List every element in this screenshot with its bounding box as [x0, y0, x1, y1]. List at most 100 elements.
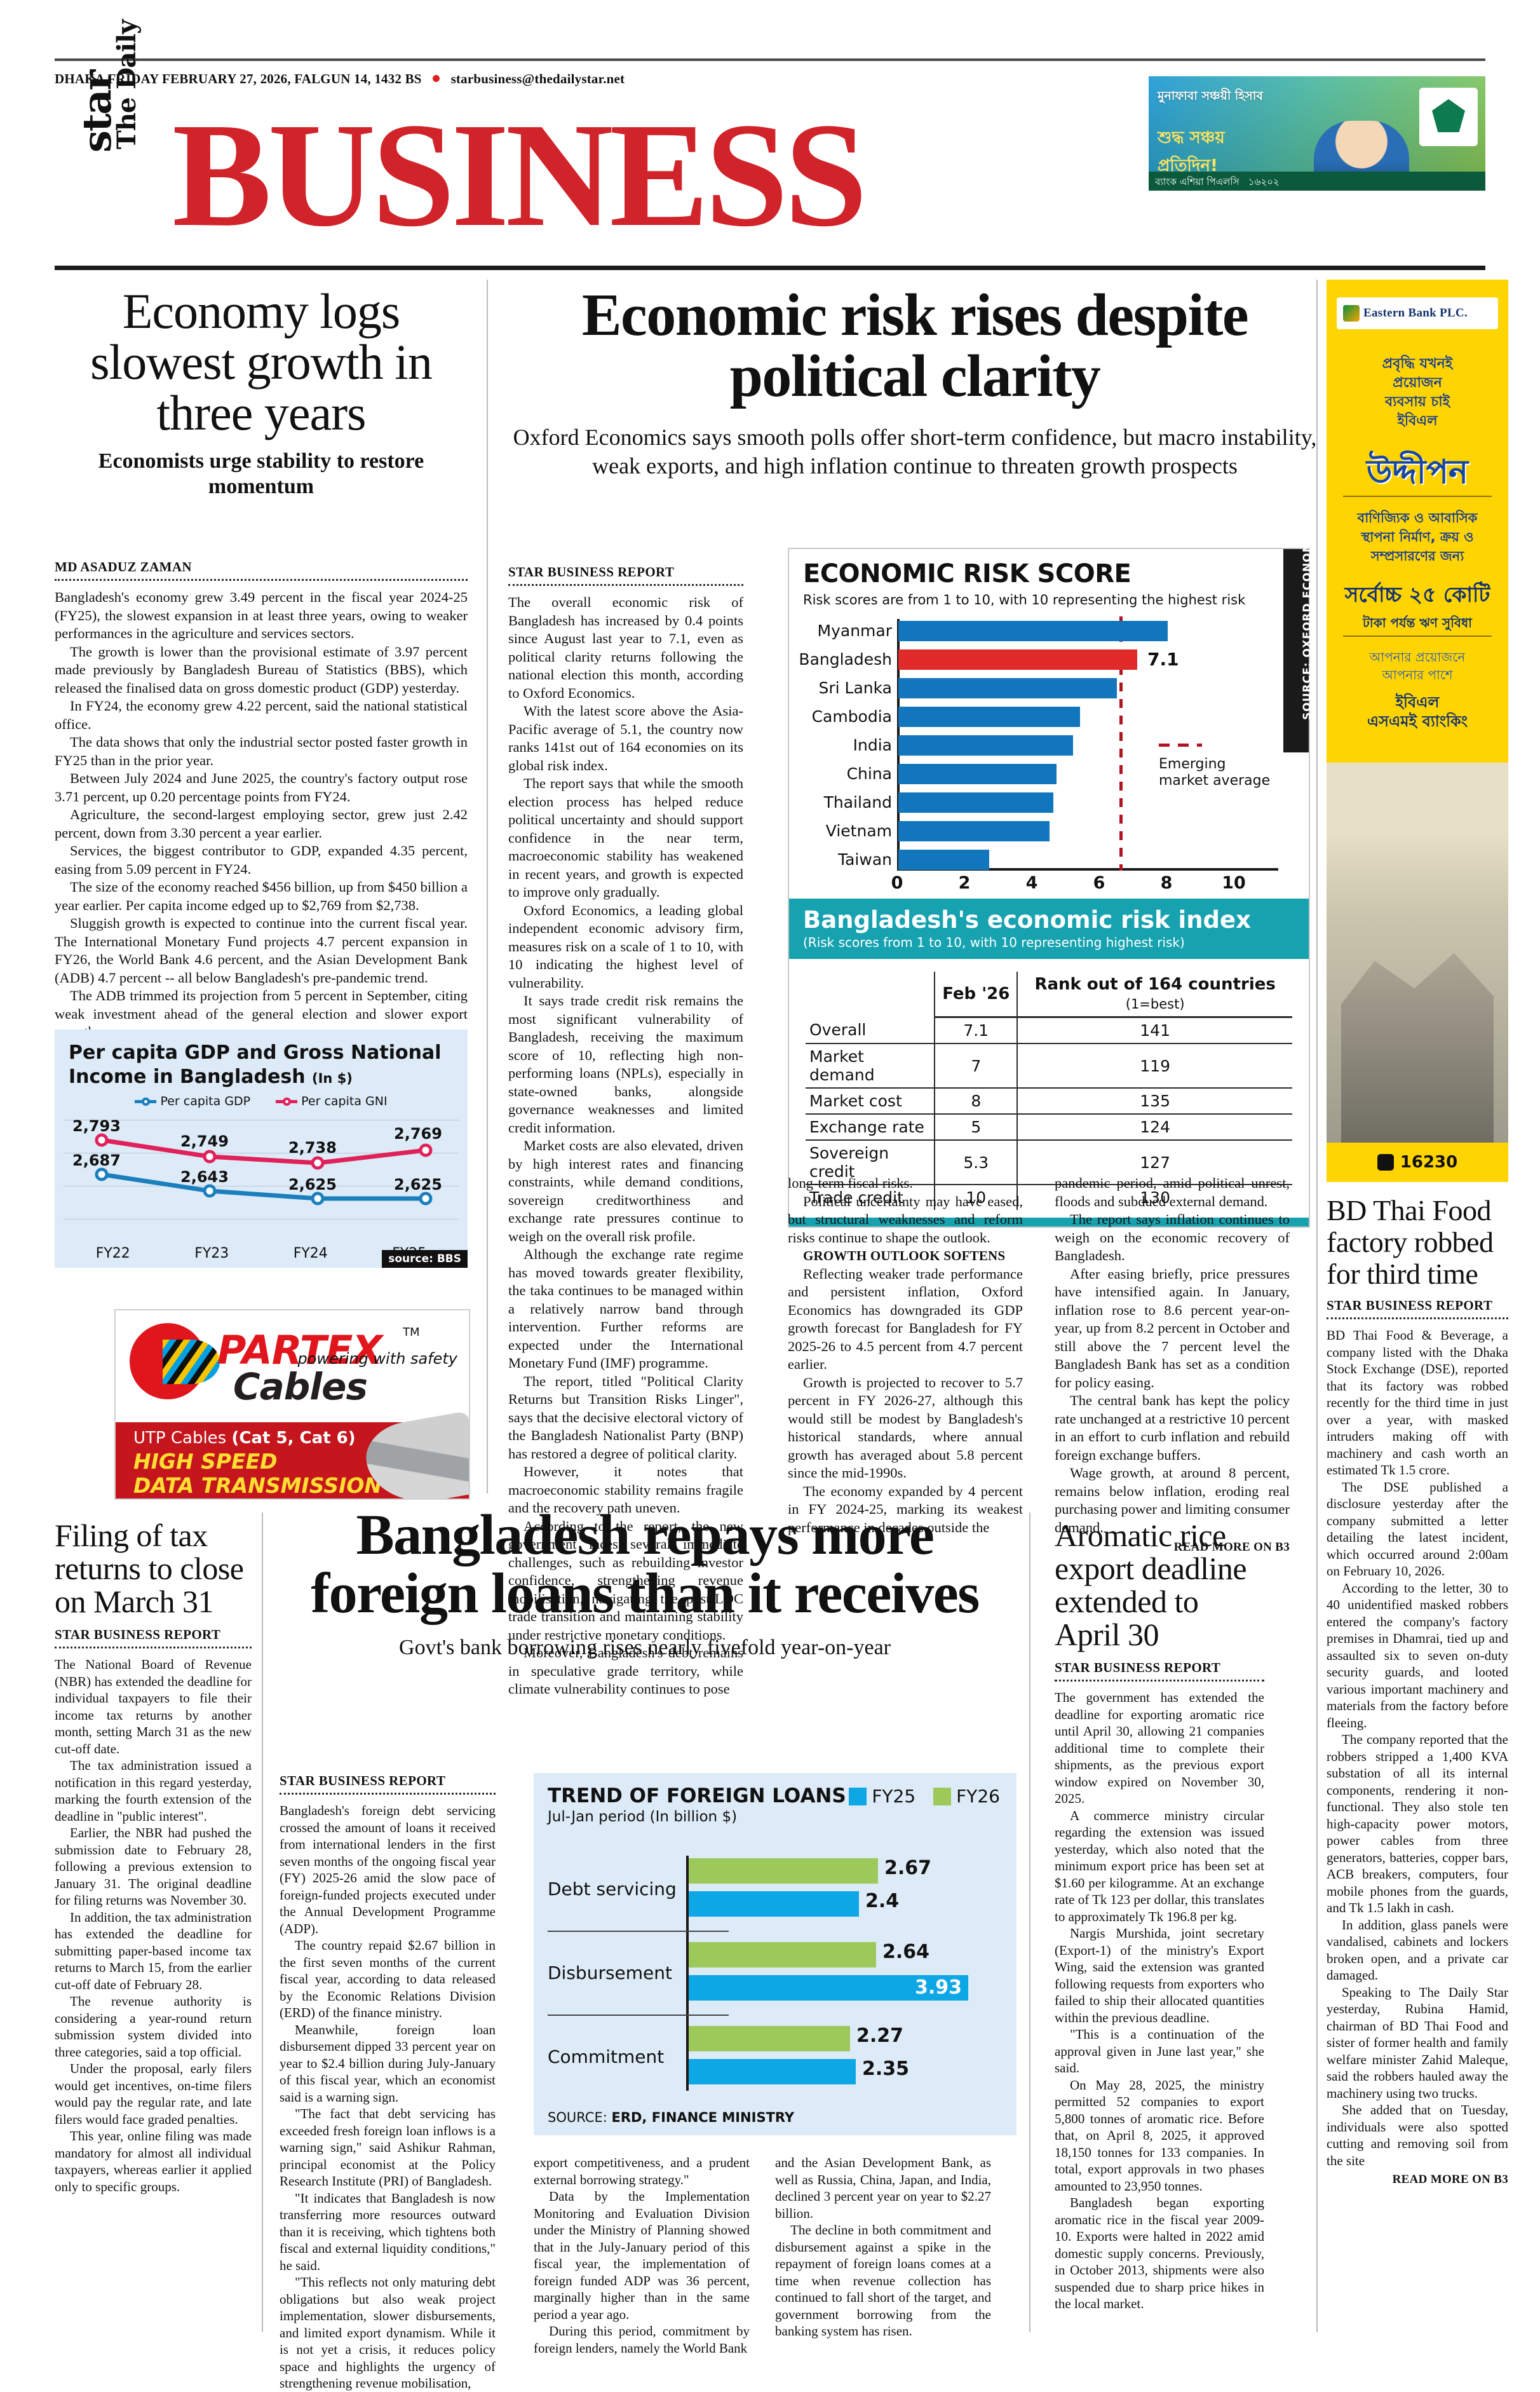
- bar-row: Bangladesh 7.1: [799, 648, 1221, 673]
- paragraph: Between July 2024 and June 2025, the cou…: [55, 770, 468, 805]
- masthead-business-word: BUSINESS: [172, 92, 867, 257]
- legend-line-icon: [276, 1097, 298, 1106]
- partex-product-line: UTP Cables (Cat 5, Cat 6): [133, 1429, 469, 1448]
- masthead-rule: [55, 266, 1485, 270]
- column-rule-bottom-2: [1029, 1512, 1030, 2332]
- row-score: 7.1: [934, 1017, 1018, 1044]
- chart-legend: FY25 FY26: [849, 1786, 1000, 1807]
- economic-risk-col-3: pandemic period, amid political unrest, …: [1055, 1174, 1290, 1554]
- table-title: Bangladesh's economic risk index: [803, 906, 1251, 934]
- data-label-gdp-fy25: 2,625: [394, 1176, 442, 1193]
- bar-label: Sri Lanka: [818, 679, 893, 697]
- headline-economy-logs: Economy logs slowest growth in three yea…: [90, 283, 433, 440]
- bar-highlight: [898, 649, 1137, 670]
- risk-index-table-header: Bangladesh's economic risk index (Risk s…: [789, 899, 1309, 959]
- x-tick-label: FY24: [293, 1246, 328, 1261]
- partex-ad-banner: UTP Cables (Cat 5, Cat 6) HIGH SPEED DAT…: [116, 1411, 469, 1498]
- repays-col-3: and the Asian Development Bank, as well …: [775, 2154, 991, 2340]
- chart-source-text: SOURCE: OXFORD ECONOMICS: [1301, 519, 1314, 720]
- column-rule-bottom-1: [262, 1512, 263, 2332]
- row-rank: 124: [1017, 1114, 1292, 1141]
- repays-col-2: export competitiveness, and a prudent ex…: [534, 2154, 750, 2356]
- ebl-hotline-bar[interactable]: 16230: [1327, 1143, 1508, 1182]
- paragraph: The National Board of Revenue (NBR) has …: [55, 1657, 252, 1757]
- paragraph: Agriculture, the second-largest employin…: [55, 806, 468, 841]
- row-label: Exchange rate: [806, 1114, 935, 1141]
- paragraph: The country repaid $2.67 billion in the …: [280, 1938, 496, 2020]
- bank-asia-top-ad[interactable]: মুনাফাবা সঞ্চয়ী হিসাব শুদ্ধ সঞ্চয় প্রত…: [1149, 76, 1485, 191]
- bar-value-fy25: 2.4: [865, 1890, 900, 1912]
- row-rank: 135: [1017, 1088, 1292, 1115]
- paragraph-continued: export competitiveness, and a prudent ex…: [534, 2155, 750, 2187]
- data-label-gdp-fy22: 2,687: [72, 1152, 121, 1169]
- dateline-text: DHAKA FRIDAY FEBRUARY 27, 2026, FALGUN 1…: [55, 71, 422, 86]
- bar-label: Cambodia: [811, 707, 892, 726]
- table-col-blank: [806, 972, 935, 1017]
- table-col-score: Feb '26: [934, 972, 1018, 1018]
- table-col-rank: Rank out of 164 countries (1=best): [1017, 972, 1292, 1018]
- eastern-bank-ad[interactable]: Eastern Bank PLC. প্রবৃদ্ধি যখনই প্রয়োজ…: [1327, 280, 1508, 1182]
- row-rank: 119: [1017, 1043, 1292, 1089]
- partex-brand: PARTEX: [217, 1327, 382, 1373]
- row-score: 8: [934, 1088, 1018, 1115]
- paragraph: Bangladesh began exporting aromatic rice…: [1055, 2195, 1264, 2311]
- row-label: Trade credit: [809, 1188, 903, 1207]
- table-row: Trade credit 10 130: [806, 1185, 1292, 1210]
- read-more-link[interactable]: READ MORE ON B3: [1392, 2173, 1508, 2186]
- partex-ad-top: PARTEX TM Cables powering with safety: [116, 1310, 469, 1425]
- data-label-gdp-fy24: 2,625: [288, 1176, 337, 1193]
- byline-economy: MD ASADUZ ZAMAN: [55, 559, 192, 574]
- bar: [898, 850, 989, 870]
- table-subtitle: (Risk scores from 1 to 10, with 10 repre…: [803, 935, 1185, 950]
- bar-row: Taiwan: [838, 848, 1221, 873]
- read-more-link[interactable]: READ MORE ON B3: [1173, 1540, 1290, 1554]
- economic-risk-col-1: STAR BUSINESS REPORT The overall economi…: [508, 564, 743, 1699]
- bar-group-debt-servicing: Debt servicing 2.67 2.4: [548, 1856, 1003, 1926]
- top-rule: [55, 58, 1485, 61]
- ad-hotline-bar: ব্যাংক এশিয়া পিএলসি ১৬২০২: [1149, 172, 1485, 191]
- row-label: Market demand: [806, 1043, 935, 1089]
- row-rank: 141: [1017, 1017, 1292, 1044]
- chart-legend: Per capita GDP Per capita GNI: [55, 1094, 468, 1108]
- x-tick: 0: [891, 873, 903, 893]
- data-label-gni-fy24: 2,738: [288, 1139, 337, 1157]
- legend-item-fy26: FY26: [933, 1786, 1000, 1807]
- table: Feb '26 Rank out of 164 countries (1=bes…: [806, 972, 1292, 1210]
- paragraph: The revenue authority is considering a y…: [55, 1994, 252, 2060]
- byline-repays: STAR BUSINESS REPORT: [280, 1773, 446, 1788]
- chart-title: ECONOMIC RISK SCORE: [803, 559, 1131, 588]
- bar-value-fy26: 2.64: [882, 1941, 930, 1963]
- dateline: DHAKA FRIDAY FEBRUARY 27, 2026, FALGUN 1…: [55, 71, 625, 87]
- bar-value-fy26: 2.27: [856, 2025, 904, 2047]
- column-rule-right: [1316, 280, 1318, 2332]
- subhead-bangladesh-repays: Govt's bank borrowing rises nearly fivef…: [399, 1636, 891, 1659]
- bar-label: Myanmar: [817, 622, 892, 640]
- paragraph: In addition, the tax administration has …: [55, 1909, 252, 1992]
- legend-label: FY26: [956, 1786, 1000, 1807]
- bar-label: Bangladesh: [799, 650, 892, 669]
- x-tick: 8: [1160, 873, 1173, 893]
- story-economy-logs: Economy logs slowest growth in three yea…: [55, 286, 468, 499]
- phone-icon: [1377, 1154, 1394, 1171]
- paragraph: Services, the biggest contributor to GDP…: [55, 843, 468, 877]
- paragraph: The data shows that only the industrial …: [55, 734, 468, 768]
- ebl-headline: প্রবৃদ্ধি যখনই প্রয়োজন ব্যবসায় চাই ইবি…: [1334, 355, 1501, 431]
- partex-tagline: powering with safety: [297, 1350, 457, 1368]
- column-rule-1: [487, 280, 488, 1493]
- source-value: ERD, FINANCE MINISTRY: [611, 2110, 795, 2125]
- masthead: star The Daily BUSINESS: [55, 20, 1135, 261]
- paragraph: She added that on Tuesday, individuals w…: [1327, 2102, 1508, 2168]
- paragraph: The central bank has kept the policy rat…: [1055, 1392, 1290, 1463]
- chart-series-svg: [95, 1133, 433, 1206]
- byline-divider: [280, 1793, 496, 1795]
- story-filing-tax-returns: Filing of tax returns to close on March …: [55, 1519, 252, 2195]
- partex-cables-ad[interactable]: PARTEX TM Cables powering with safety UT…: [114, 1309, 470, 1500]
- ebl-amount-main: সর্বোচ্চ ২৫ কোটি: [1344, 582, 1490, 607]
- row-rank: 127: [1017, 1140, 1292, 1185]
- partex-product-bold: (Cat 5, Cat 6): [231, 1429, 356, 1448]
- ad-text-2: শুদ্ধ সঞ্চয়: [1158, 128, 1225, 147]
- ebl-tag-1: আপনার প্রয়োজনে: [1369, 649, 1466, 665]
- legend-item-gni: Per capita GNI: [276, 1094, 388, 1108]
- paragraph: With the latest score above the Asia-Pac…: [508, 703, 743, 773]
- paragraph: The economy expanded by 4 percent in FY …: [788, 1483, 1023, 1535]
